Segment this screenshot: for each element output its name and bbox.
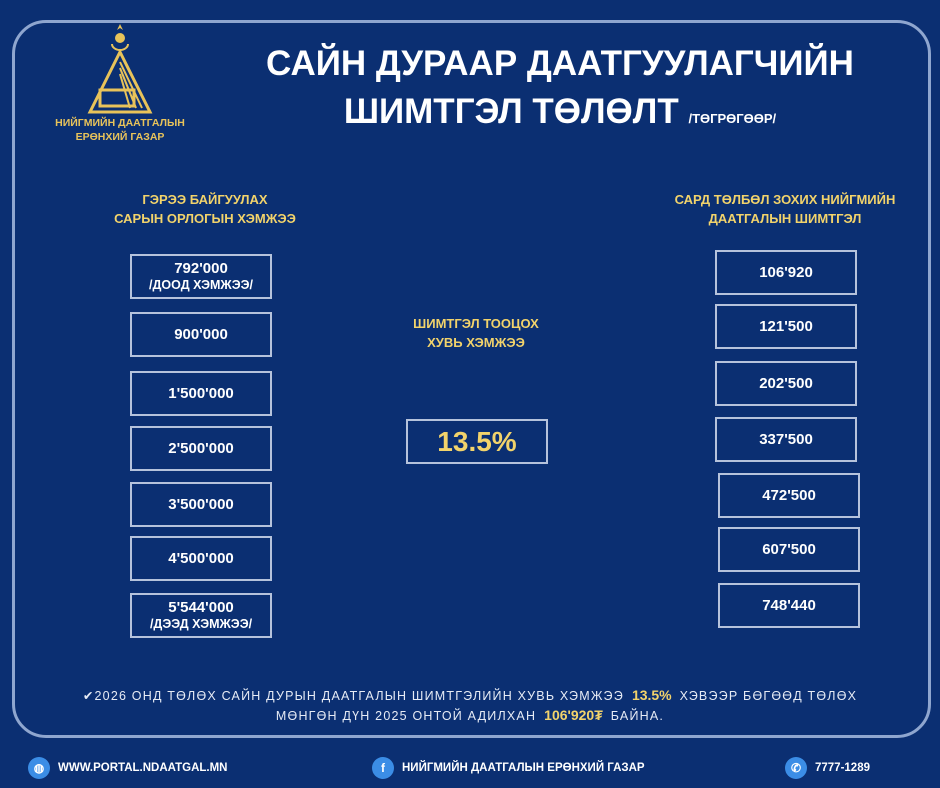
income-note: /ДООД ХЭМЖЭЭ/	[149, 277, 253, 292]
title-unit: /ТӨГРӨГӨӨР/	[688, 111, 777, 126]
facebook-icon: f	[372, 757, 394, 779]
facebook-text: НИЙГМИЙН ДААТГАЛЫН ЕРӨНХИЙ ГАЗАР	[402, 762, 645, 774]
contribution-box: 472'500	[718, 473, 860, 518]
note-amount: 106'920₮	[544, 707, 603, 723]
contribution-box: 337'500	[715, 417, 857, 462]
org-name-line1: НИЙГМИЙН ДААТГАЛЫН	[55, 117, 185, 129]
phone-text: 7777-1289	[815, 762, 870, 774]
income-note: /ДЭЭД ХЭМЖЭЭ/	[149, 616, 253, 631]
income-value: 792'000	[174, 259, 228, 277]
rate-box: 13.5%	[406, 419, 548, 464]
phone-link[interactable]: ✆ 7777-1289	[785, 757, 870, 779]
note-text-3: МӨНГӨН ДҮН 2025 ОНТОЙ АДИЛХАН	[275, 709, 537, 723]
right-header-line2: ДААТГАЛЫН ШИМТГЭЛ	[708, 211, 862, 226]
org-name-line2: ЕРӨНХИЙ ГАЗАР	[75, 131, 165, 143]
footer-note: ✔2026 ОНД ТӨЛӨХ САЙН ДУРЫН ДААТГАЛЫН ШИМ…	[40, 686, 900, 726]
logo-emblem-icon	[87, 24, 153, 114]
globe-icon: ◍	[28, 757, 50, 779]
center-column-header: ШИМТГЭЛ ТООЦОХ ХУВЬ ХЭМЖЭЭ	[366, 314, 586, 352]
website-link[interactable]: ◍ WWW.PORTAL.NDAATGAL.MN	[28, 757, 228, 779]
note-text-1: 2026 ОНД ТӨЛӨХ САЙН ДУРЫН ДААТГАЛЫН ШИМТ…	[94, 689, 624, 703]
note-text-2: ХЭВЭЭР БӨГӨӨД ТӨЛӨХ	[679, 689, 858, 703]
left-header-line1: ГЭРЭЭ БАЙГУУЛАХ	[142, 192, 268, 207]
contribution-box: 607'500	[718, 527, 860, 572]
content-panel	[12, 20, 931, 738]
website-text: WWW.PORTAL.NDAATGAL.MN	[58, 762, 228, 774]
title-line2: ШИМТГЭЛ ТӨЛӨЛТ	[343, 92, 679, 131]
logo: НИЙГМИЙН ДААТГАЛЫН ЕРӨНХИЙ ГАЗАР	[40, 22, 200, 144]
center-header-line2: ХУВЬ ХЭМЖЭЭ	[427, 335, 525, 350]
income-box: 792'000/ДООД ХЭМЖЭЭ/	[130, 254, 272, 299]
title-line1: САЙН ДУРААР ДААТГУУЛАГЧИЙН	[266, 44, 854, 83]
contribution-box: 202'500	[715, 361, 857, 406]
income-box: 3'500'000	[130, 482, 272, 527]
facebook-link[interactable]: f НИЙГМИЙН ДААТГАЛЫН ЕРӨНХИЙ ГАЗАР	[372, 757, 645, 779]
right-header-line1: САРД ТӨЛБӨЛ ЗОХИХ НИЙГМИЙН	[674, 192, 896, 207]
page-title: САЙН ДУРААР ДААТГУУЛАГЧИЙН ШИМТГЭЛ ТӨЛӨЛ…	[250, 40, 870, 143]
income-box: 5'544'000/ДЭЭД ХЭМЖЭЭ/	[130, 593, 272, 638]
income-value: 900'000	[174, 326, 228, 343]
income-value: 3'500'000	[168, 496, 234, 513]
income-box: 1'500'000	[130, 371, 272, 416]
income-value: 2'500'000	[168, 440, 234, 457]
contribution-box: 106'920	[715, 250, 857, 295]
income-value: 5'544'000	[168, 598, 234, 616]
left-column-header: ГЭРЭЭ БАЙГУУЛАХ САРЫН ОРЛОГЫН ХЭМЖЭЭ	[95, 190, 315, 228]
right-column-header: САРД ТӨЛБӨЛ ЗОХИХ НИЙГМИЙН ДААТГАЛЫН ШИМ…	[650, 190, 920, 228]
checkmark-icon: ✔	[82, 689, 95, 703]
contribution-box: 121'500	[715, 304, 857, 349]
income-box: 2'500'000	[130, 426, 272, 471]
income-value: 4'500'000	[168, 550, 234, 567]
phone-icon: ✆	[785, 757, 807, 779]
note-text-4: БАЙНА.	[610, 709, 665, 723]
center-header-line1: ШИМТГЭЛ ТООЦОХ	[413, 316, 539, 331]
income-value: 1'500'000	[168, 385, 234, 402]
income-box: 4'500'000	[130, 536, 272, 581]
contribution-box: 748'440	[718, 583, 860, 628]
note-rate: 13.5%	[631, 687, 672, 703]
left-header-line2: САРЫН ОРЛОГЫН ХЭМЖЭЭ	[114, 211, 296, 226]
income-box: 900'000	[130, 312, 272, 357]
